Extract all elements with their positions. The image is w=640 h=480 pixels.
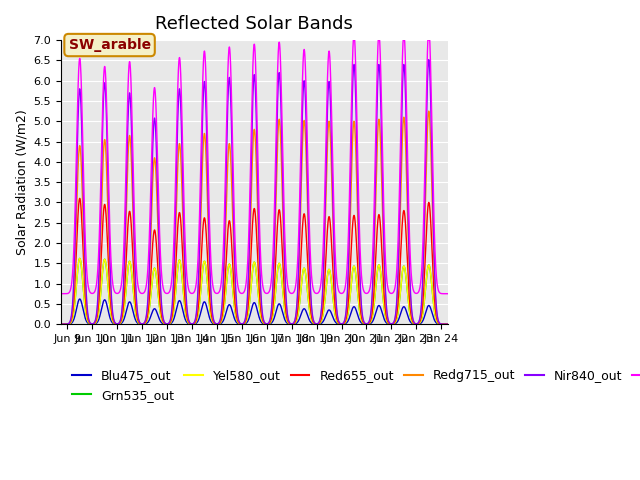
Title: Reflected Solar Bands: Reflected Solar Bands (156, 15, 353, 33)
Y-axis label: Solar Radiation (W/m2): Solar Radiation (W/m2) (15, 109, 28, 255)
Text: SW_arable: SW_arable (68, 38, 150, 52)
Legend: Blu475_out, Grn535_out, Yel580_out, Red655_out, Redg715_out, Nir840_out, Nir945_: Blu475_out, Grn535_out, Yel580_out, Red6… (67, 364, 640, 407)
